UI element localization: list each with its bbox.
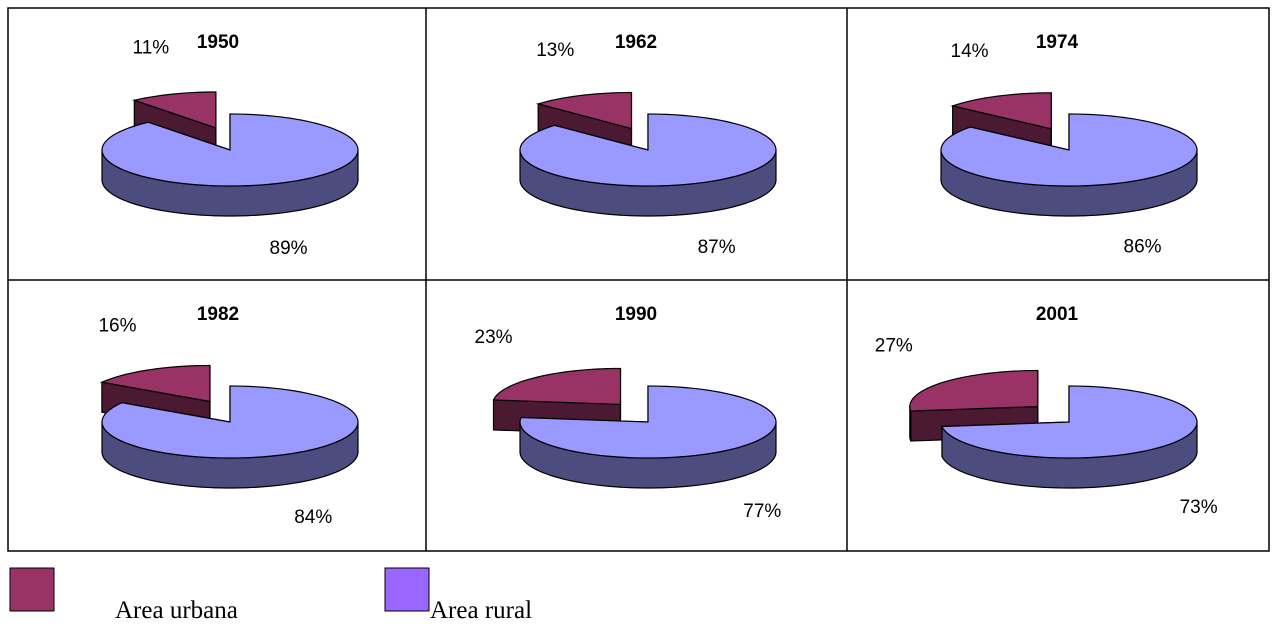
pie-slice [519, 385, 777, 459]
value-label: 87% [698, 237, 736, 258]
pie-slice [492, 367, 622, 406]
legend-swatch [9, 567, 55, 612]
chart-title: 1990 [615, 304, 657, 325]
pie-slice [535, 91, 633, 130]
pie-slice [519, 113, 777, 187]
value-label: 77% [743, 501, 781, 522]
pie-slice [99, 364, 211, 403]
chart-title: 1974 [1036, 32, 1079, 53]
value-label: 23% [475, 327, 513, 348]
pie-slice [101, 113, 359, 187]
chart-title: 1962 [615, 32, 657, 53]
value-label: 13% [536, 40, 574, 61]
value-label: 86% [1124, 236, 1162, 257]
chart-title: 1950 [197, 32, 239, 53]
value-label: 14% [951, 41, 989, 62]
pie-slice [101, 385, 359, 459]
value-label: 89% [270, 238, 308, 259]
legend-swatch [384, 567, 430, 612]
pie-slice [950, 92, 1052, 130]
legend-label: Area urbana [115, 597, 238, 624]
pie-slice [941, 385, 1198, 459]
value-label: 73% [1180, 497, 1218, 518]
pie-slice [909, 369, 1039, 412]
legend-label: Area rural [430, 597, 532, 624]
pie-slice [132, 91, 217, 129]
value-label: 11% [133, 38, 170, 59]
slice-side [909, 406, 912, 442]
chart-title: 2001 [1036, 304, 1079, 325]
value-label: 84% [294, 507, 332, 528]
value-label: 27% [875, 335, 913, 356]
pie-slice [940, 113, 1198, 187]
chart-title: 1982 [197, 304, 239, 325]
value-label: 16% [98, 316, 136, 337]
